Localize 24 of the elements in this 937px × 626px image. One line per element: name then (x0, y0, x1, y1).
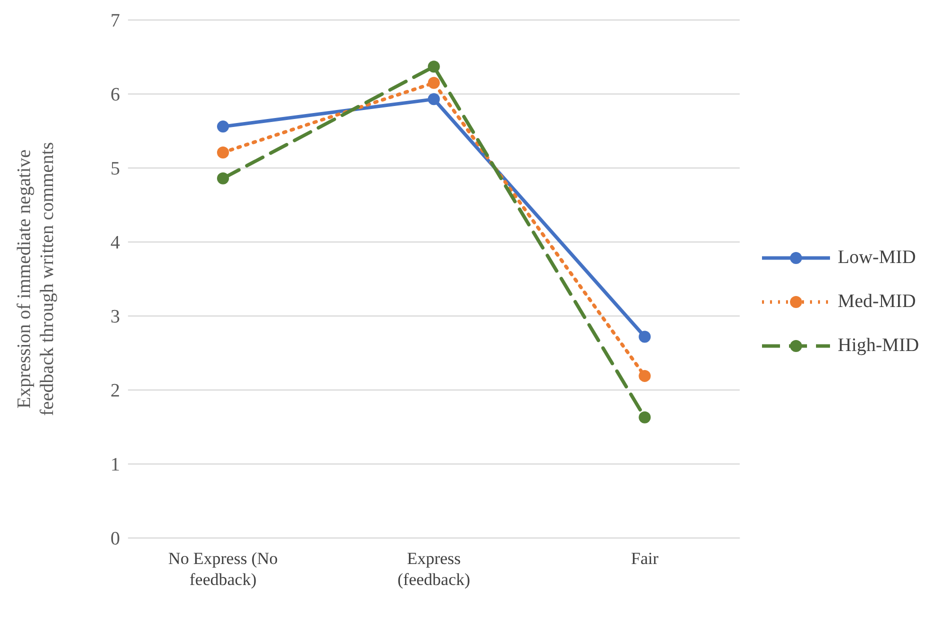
legend-label: Low-MID (838, 247, 916, 269)
y-tick-label: 4 (110, 232, 120, 254)
y-tick-label: 3 (110, 306, 120, 328)
y-tick-label: 6 (110, 84, 120, 106)
y-tick-label: 2 (110, 380, 120, 402)
point (217, 120, 229, 133)
point (217, 172, 229, 184)
y-tick-label: 7 (110, 10, 120, 32)
y-tick-label: 0 (110, 528, 120, 550)
point (428, 60, 440, 73)
legend-label: High-MID (838, 335, 919, 357)
y-tick-label: 1 (110, 454, 120, 476)
point (428, 76, 440, 89)
point (217, 146, 229, 158)
x-tick-label: Fair (631, 549, 659, 568)
y-axis-title: Expression of immediate negative feedback through written comments (14, 142, 58, 416)
x-tick-label: Express (feedback) (398, 549, 470, 589)
legend-label: Med-MID (838, 291, 916, 313)
point (428, 93, 440, 106)
point (638, 330, 651, 343)
y-tick-label: 5 (110, 158, 120, 180)
point (638, 370, 651, 382)
x-tick-label: No Express (No feedback) (168, 549, 278, 589)
point (638, 411, 651, 424)
